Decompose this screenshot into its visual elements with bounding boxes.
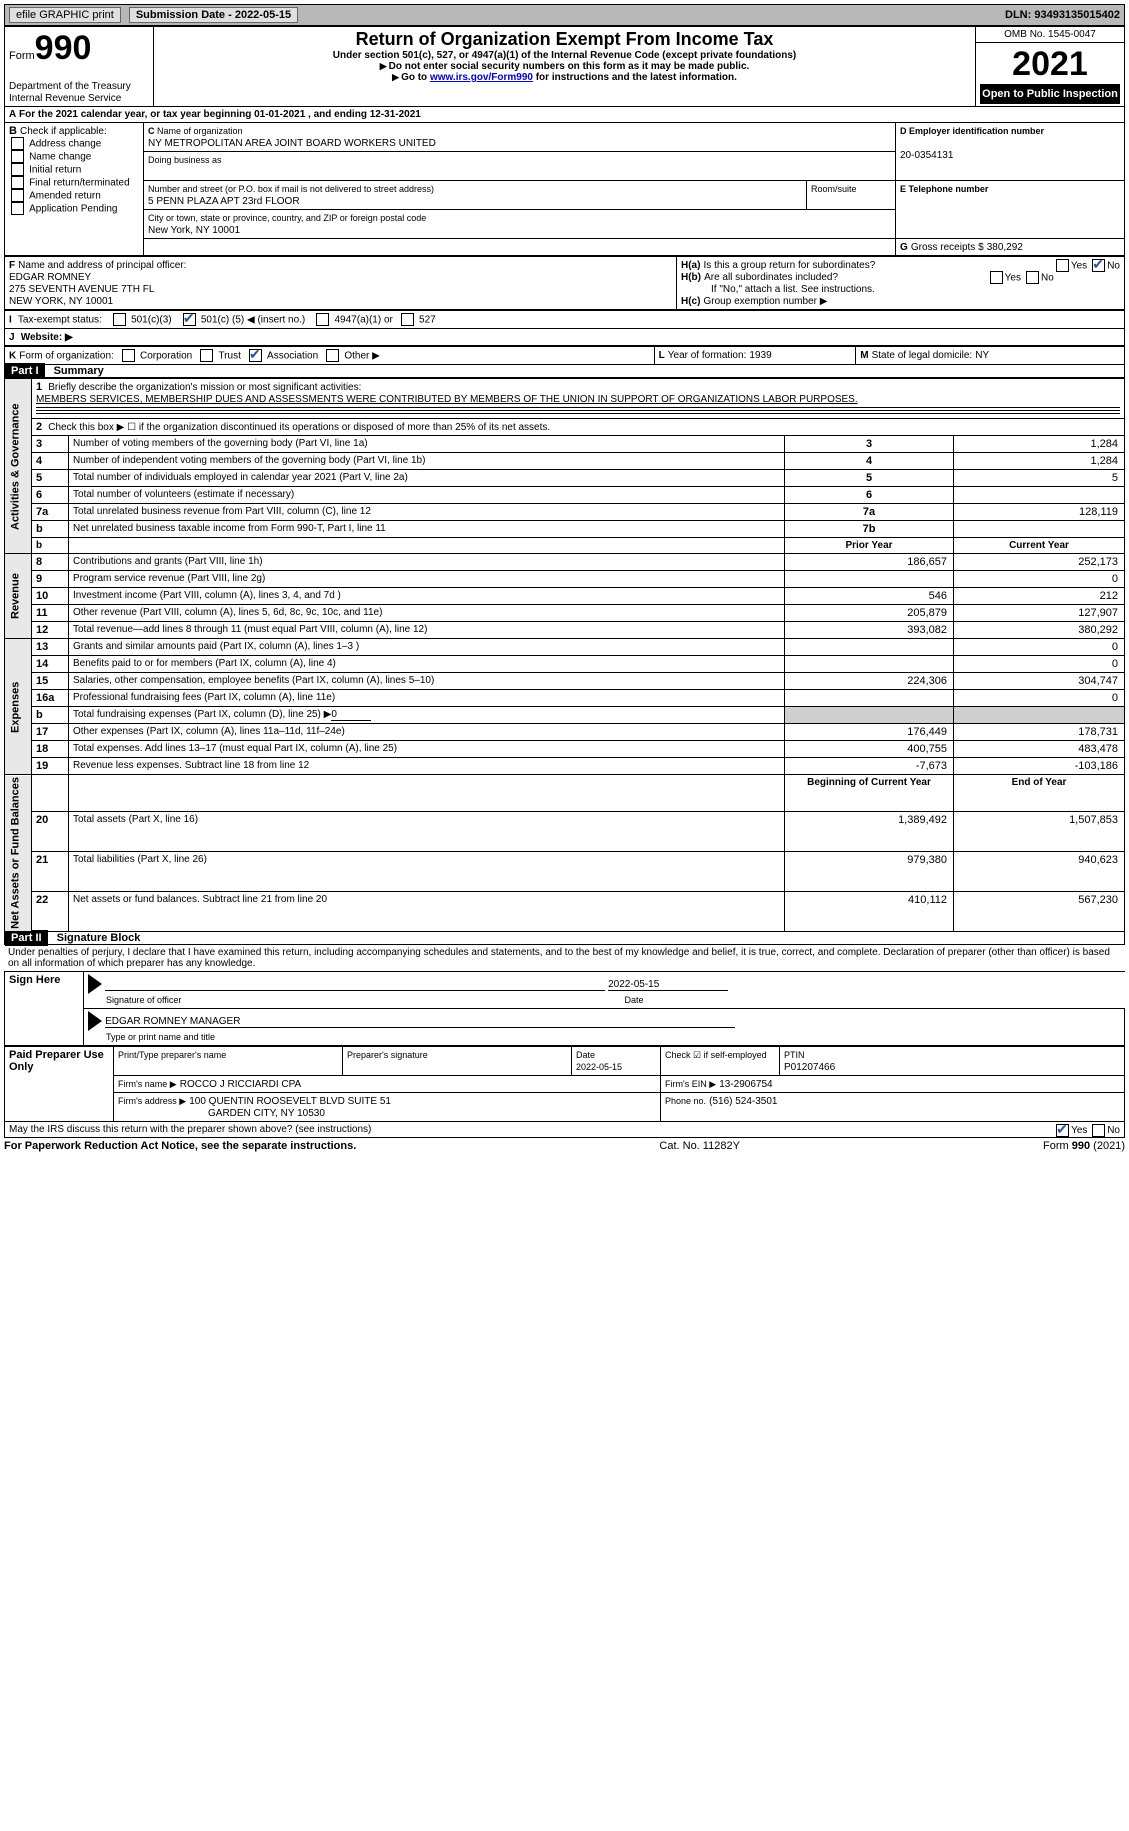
sig-officer-label: Signature of officer xyxy=(106,995,181,1005)
officer-addr2: NEW YORK, NY 10001 xyxy=(9,296,113,307)
officer-name-title: EDGAR ROMNEY MANAGER xyxy=(105,1016,735,1028)
top-bar: efile GRAPHIC print Submission Date - 20… xyxy=(4,4,1125,26)
part1-title: Summary xyxy=(54,365,104,377)
dba-label: Doing business as xyxy=(148,155,222,165)
col-begin: Beginning of Current Year xyxy=(785,775,954,812)
vhead-expenses: Expenses xyxy=(5,639,32,775)
open-inspection: Open to Public Inspection xyxy=(980,84,1120,104)
part2-title: Signature Block xyxy=(57,932,141,944)
signature-arrow-icon xyxy=(88,1011,102,1031)
gross-label: Gross receipts $ xyxy=(911,242,984,253)
goto-b: for instructions and the latest informat… xyxy=(533,72,737,83)
col-prior: Prior Year xyxy=(785,538,954,554)
part1-label: Part I xyxy=(5,363,45,379)
ssn-note: Do not enter social security numbers on … xyxy=(158,61,971,72)
officer-label: Name and address of principal officer: xyxy=(18,260,186,271)
form-header: Form990 Department of the Treasury Inter… xyxy=(4,26,1125,107)
ha-text: Is this a group return for subordinates? xyxy=(704,260,876,271)
website-label: Website: ▶ xyxy=(21,332,73,343)
gross-value: 380,292 xyxy=(987,242,1023,253)
form990-link[interactable]: www.irs.gov/Form990 xyxy=(430,72,533,83)
form-org-label: Form of organization: xyxy=(19,350,114,361)
irs-label: Internal Revenue Service xyxy=(9,93,121,104)
section-b: B Check if applicable: Address change Na… xyxy=(5,123,144,256)
ein-label: Employer identification number xyxy=(909,126,1044,136)
col-end: End of Year xyxy=(954,775,1125,812)
submission-date: Submission Date - 2022-05-15 xyxy=(129,7,298,23)
footer-left: For Paperwork Reduction Act Notice, see … xyxy=(4,1140,356,1152)
q2-text: Check this box ▶ ☐ if the organization d… xyxy=(48,422,550,433)
room-label: Room/suite xyxy=(811,184,857,194)
firm-addr2: GARDEN CITY, NY 10530 xyxy=(208,1108,325,1119)
year-formation-label: Year of formation: xyxy=(668,350,747,361)
firm-addr1: 100 QUENTIN ROOSEVELT BLVD SUITE 51 xyxy=(189,1096,391,1107)
footer-mid: Cat. No. 11282Y xyxy=(659,1140,740,1152)
signature-block: Sign Here 2022-05-15 Signature of office… xyxy=(4,971,1125,1046)
domicile-label: State of legal domicile: xyxy=(872,350,973,361)
form-title: Return of Organization Exempt From Incom… xyxy=(158,29,971,50)
efile-print-button[interactable]: efile GRAPHIC print xyxy=(9,7,121,23)
city-value: New York, NY 10001 xyxy=(148,225,240,236)
tax-year: 2021 xyxy=(980,45,1120,84)
street-label: Number and street (or P.O. box if mail i… xyxy=(148,184,434,194)
year-formation: 1939 xyxy=(749,350,771,361)
dln-label: DLN: 93493135015402 xyxy=(1005,9,1120,21)
dept-label: Department of the Treasury xyxy=(9,81,131,92)
part2-label: Part II xyxy=(5,930,48,946)
line-a: A For the 2021 calendar year, or tax yea… xyxy=(4,107,1125,122)
form-subtitle: Under section 501(c), 527, or 4947(a)(1)… xyxy=(158,50,971,61)
ptin: P01207466 xyxy=(784,1062,835,1073)
officer-addr1: 275 SEVENTH AVENUE 7TH FL xyxy=(9,284,154,295)
vhead-netassets: Net Assets or Fund Balances xyxy=(5,775,32,932)
signature-arrow-icon xyxy=(88,974,102,994)
street-value: 5 PENN PLAZA APT 23rd FLOOR xyxy=(148,196,300,207)
org-name: NY METROPOLITAN AREA JOINT BOARD WORKERS… xyxy=(148,138,436,149)
ein-value: 20-0354131 xyxy=(900,150,953,161)
tax-status-label: Tax-exempt status: xyxy=(18,314,102,325)
domicile: NY xyxy=(975,350,989,361)
col-current: Current Year xyxy=(954,538,1125,554)
footer-right: Form 990 (2021) xyxy=(1043,1140,1125,1152)
part1-body: Activities & Governance 1 Briefly descri… xyxy=(4,378,1125,932)
hb-note: If "No," attach a list. See instructions… xyxy=(711,284,875,295)
hc-text: Group exemption number ▶ xyxy=(704,296,828,307)
status-block: I Tax-exempt status: 501(c)(3) 501(c) (5… xyxy=(4,310,1125,346)
phone-label: Telephone number xyxy=(909,184,989,194)
omb-label: OMB No. 1545-0047 xyxy=(976,27,1125,43)
c-name-label: Name of organization xyxy=(157,126,243,136)
form-word: Form xyxy=(9,50,35,62)
firm-name: ROCCO J RICCIARDI CPA xyxy=(180,1079,302,1090)
paid-preparer-label: Paid Preparer Use Only xyxy=(5,1046,114,1121)
perjury-declaration: Under penalties of perjury, I declare th… xyxy=(4,945,1125,971)
q1-intro: Briefly describe the organization's miss… xyxy=(48,382,361,393)
city-label: City or town, state or province, country… xyxy=(148,213,426,223)
vhead-revenue: Revenue xyxy=(5,554,32,639)
officer-block: F Name and address of principal officer:… xyxy=(4,256,1125,310)
preparer-block: Paid Preparer Use Only Print/Type prepar… xyxy=(4,1046,1125,1122)
sig-date: 2022-05-15 xyxy=(608,979,728,991)
sign-here-label: Sign Here xyxy=(5,971,84,1045)
vhead-governance: Activities & Governance xyxy=(5,379,32,554)
discuss-question: May the IRS discuss this return with the… xyxy=(9,1124,371,1135)
officer-name: EDGAR ROMNEY xyxy=(9,272,91,283)
hb-text: Are all subordinates included? xyxy=(704,272,838,283)
form-number: 990 xyxy=(35,29,92,67)
identity-block: B Check if applicable: Address change Na… xyxy=(4,122,1125,256)
page-footer: For Paperwork Reduction Act Notice, see … xyxy=(4,1138,1125,1154)
mission-text: MEMBERS SERVICES, MEMBERSHIP DUES AND AS… xyxy=(36,394,858,405)
firm-ein: 13-2906754 xyxy=(719,1079,772,1090)
goto-a: Go to xyxy=(401,72,430,83)
klm-block: K Form of organization: Corporation Trus… xyxy=(4,346,1125,365)
firm-phone: (516) 524-3501 xyxy=(709,1096,777,1107)
